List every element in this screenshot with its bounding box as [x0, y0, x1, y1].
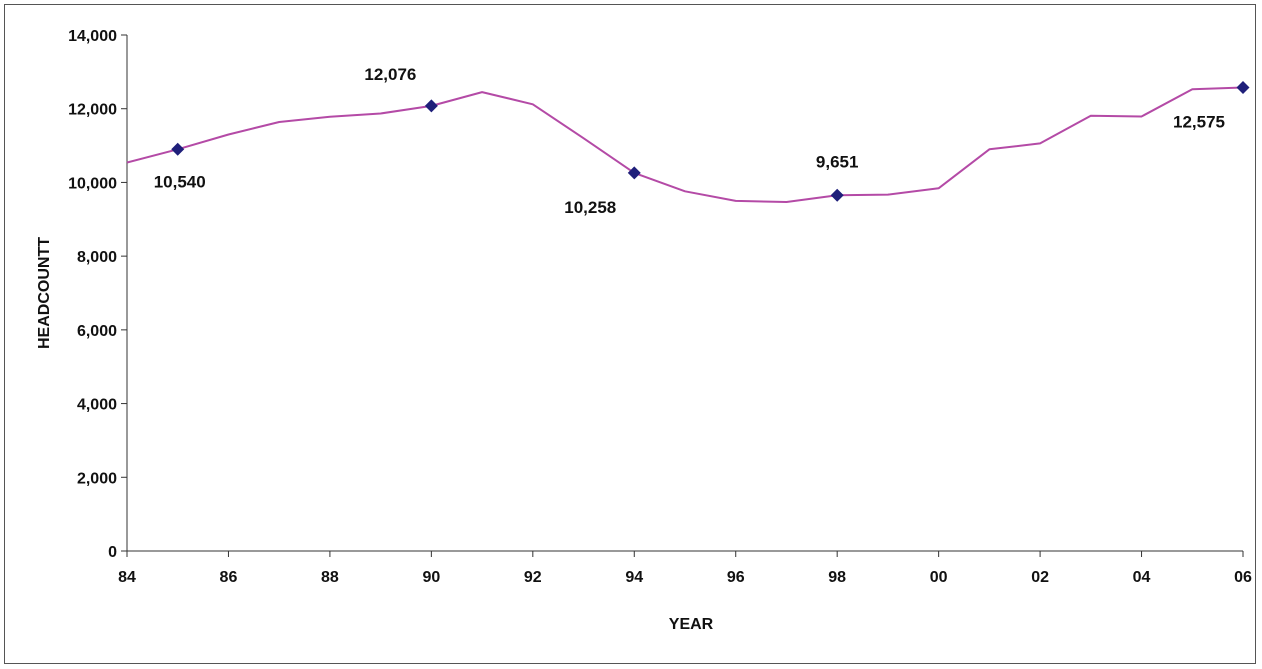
x-axis-title: YEAR	[669, 616, 714, 633]
markers-group	[171, 81, 1250, 202]
x-tick-label: 86	[220, 569, 238, 586]
x-tick-label: 88	[321, 569, 339, 586]
data-label: 10,258	[564, 198, 616, 217]
x-tick-label: 96	[727, 569, 745, 586]
x-axis-ticks: 84 86 88 90 92 94 96 98 00 02 04 06	[118, 551, 1252, 586]
y-tick-label: 0	[108, 544, 117, 561]
y-tick-label: 2,000	[77, 470, 117, 487]
data-point-marker	[627, 166, 641, 180]
data-label: 9,651	[816, 152, 859, 171]
x-tick-label: 04	[1133, 569, 1151, 586]
x-tick-label: 02	[1031, 569, 1049, 586]
data-point-marker	[171, 142, 185, 156]
data-label: 12,575	[1173, 113, 1225, 132]
data-label: 12,076	[364, 65, 416, 84]
x-tick-label: 90	[422, 569, 440, 586]
y-tick-label: 4,000	[77, 397, 117, 414]
data-point-marker	[1236, 81, 1250, 95]
x-tick-label: 94	[625, 569, 643, 586]
data-labels-group: 10,540 12,076 10,258 9,651 12,575	[154, 65, 1225, 217]
y-tick-label: 6,000	[77, 323, 117, 340]
series-line	[126, 86, 1244, 203]
data-point-marker	[830, 188, 844, 202]
series-group	[126, 86, 1244, 203]
y-tick-label: 10,000	[68, 175, 117, 192]
y-axis-title: HEADCOUNTT	[36, 237, 53, 349]
x-tick-label: 92	[524, 569, 542, 586]
y-axis-ticks: 0 2,000 4,000 6,000 8,000 10,000 12,000 14,000	[68, 28, 127, 561]
headcount-line-chart: 02,0004,0006,0008,00010,00012,00014,000 …	[36, 28, 1252, 633]
y-tick-label: 8,000	[77, 249, 117, 266]
x-tick-label: 06	[1234, 569, 1252, 586]
x-tick-label: 00	[930, 569, 948, 586]
x-tick-label: 84	[118, 569, 136, 586]
y-tick-label: 12,000	[68, 102, 117, 119]
data-label: 10,540	[154, 172, 206, 191]
y-tick-label: 14,000	[68, 28, 117, 45]
axes	[126, 35, 1243, 552]
chart-frame: 0 2,000 4,000 6,000 8,000 10,000 12,000 14,000 …	[4, 4, 1256, 664]
x-tick-label: 98	[828, 569, 846, 586]
data-point-marker	[424, 99, 438, 113]
